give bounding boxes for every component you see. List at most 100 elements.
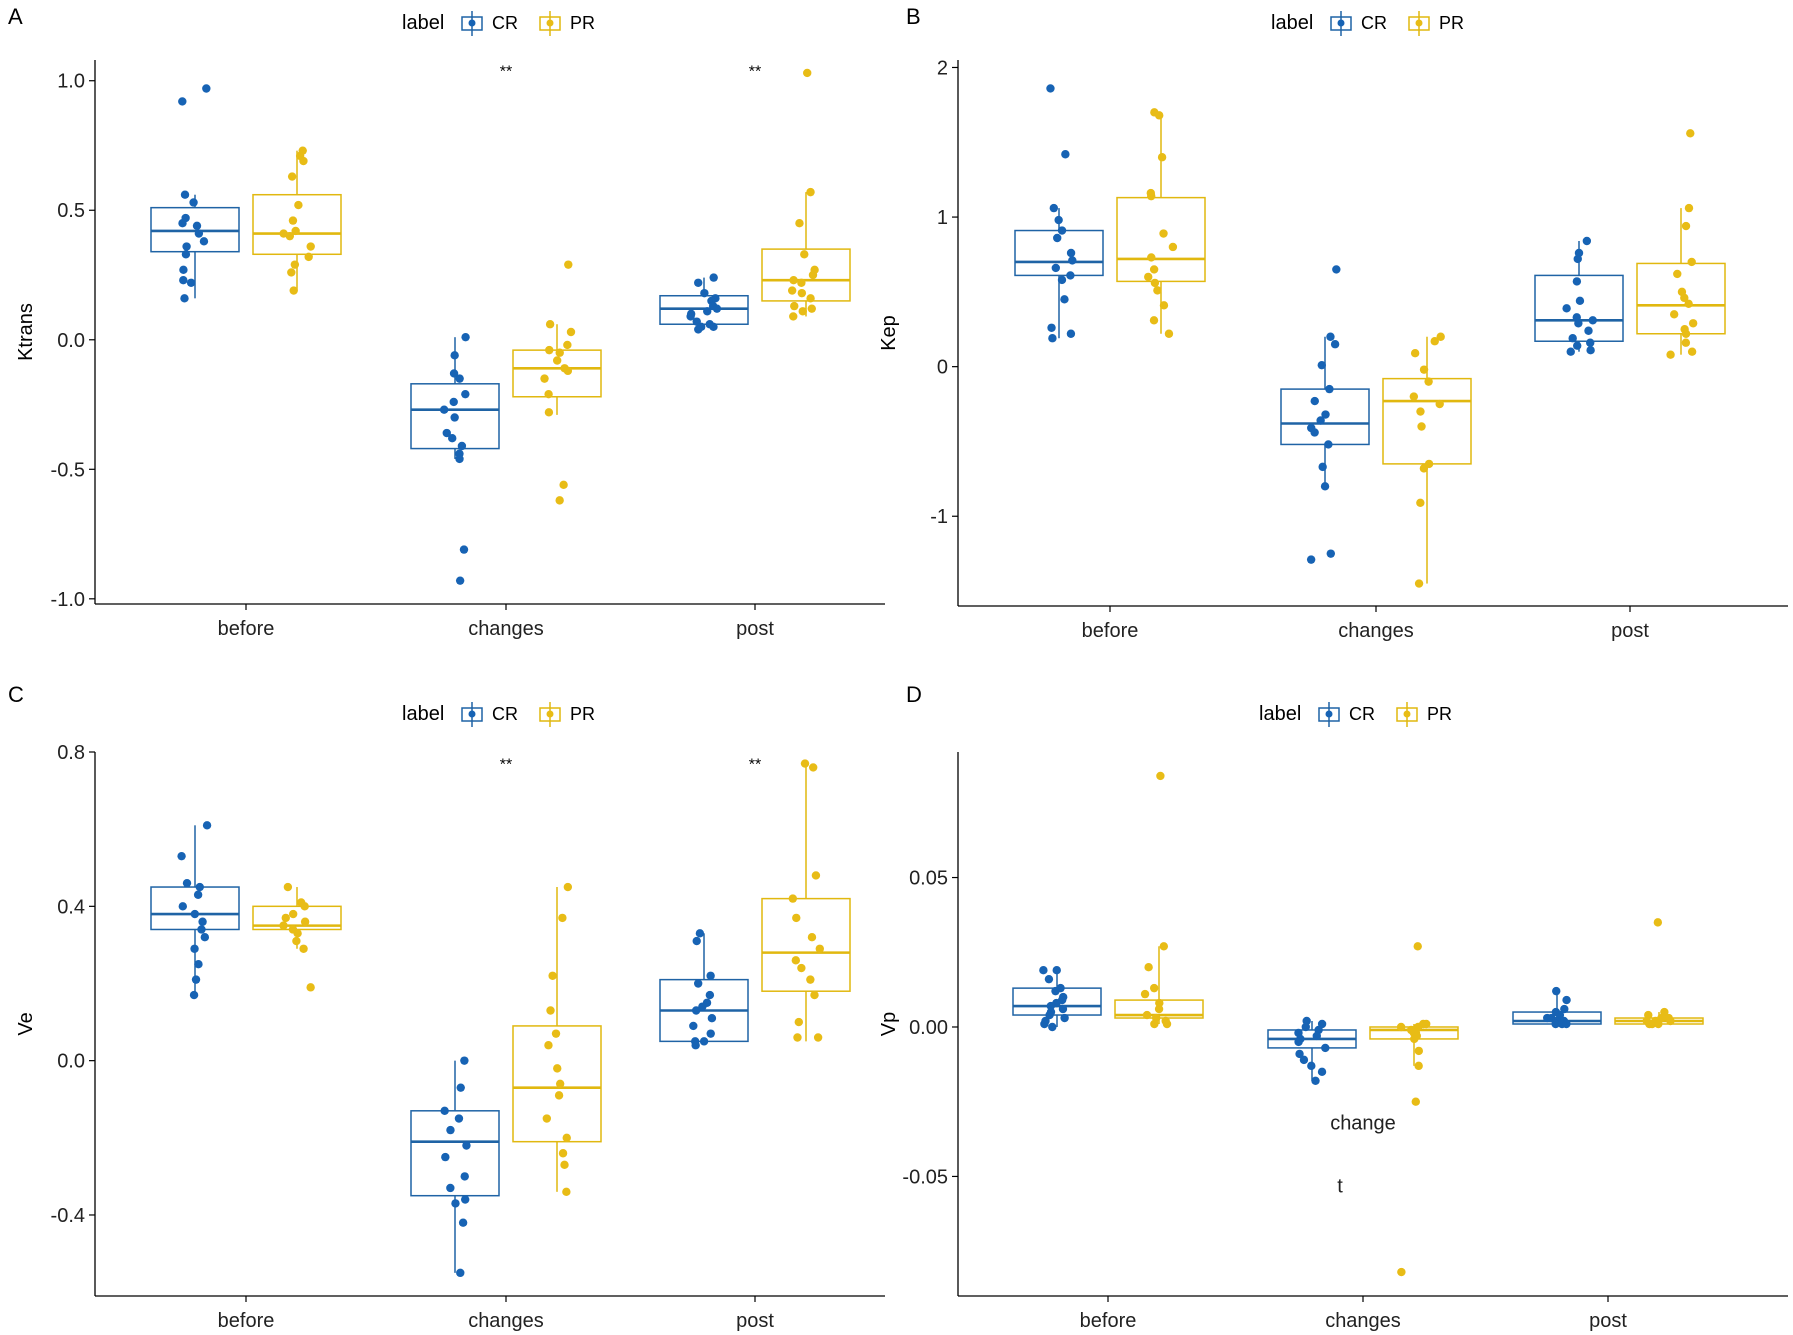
data-point — [1058, 1004, 1068, 1014]
data-point — [451, 1199, 460, 1208]
y-tick-label: 0.0 — [57, 1051, 85, 1073]
data-point — [1049, 203, 1059, 213]
data-point — [193, 890, 203, 899]
data-point — [441, 1152, 450, 1162]
data-point — [546, 1006, 555, 1015]
box-pr-changes — [512, 260, 602, 505]
data-point — [1680, 293, 1689, 303]
data-point — [1666, 350, 1675, 359]
data-point — [285, 231, 295, 241]
data-point — [1681, 329, 1691, 338]
data-point — [1673, 269, 1682, 279]
data-point — [1307, 1061, 1316, 1071]
data-point — [178, 97, 187, 106]
data-point — [1147, 253, 1156, 262]
significance-marker: ** — [749, 757, 761, 774]
data-point — [1168, 242, 1178, 252]
data-point — [446, 1183, 455, 1193]
y-tick-label: 0.00 — [909, 1017, 948, 1039]
y-tick-label: -0.5 — [51, 459, 85, 481]
data-point — [455, 576, 465, 585]
data-point — [789, 275, 798, 285]
panel-letter: B — [906, 4, 921, 29]
box-iqr — [410, 383, 500, 450]
data-point — [202, 84, 211, 93]
data-point — [1414, 1061, 1423, 1071]
legend-key-cr: CR — [461, 702, 518, 727]
data-point — [1153, 286, 1162, 295]
data-point — [554, 1091, 564, 1100]
box-cr-post — [1512, 986, 1602, 1029]
data-point — [1416, 498, 1425, 507]
data-point — [811, 871, 821, 880]
y-tick-label: 1 — [937, 207, 948, 229]
data-point — [1159, 229, 1168, 238]
data-point — [1321, 410, 1330, 419]
data-point — [1654, 1019, 1663, 1029]
box-iqr — [512, 1025, 602, 1143]
data-point — [460, 1056, 469, 1065]
data-point — [806, 975, 815, 984]
data-point — [552, 356, 562, 365]
box-cr-before — [150, 821, 240, 1000]
data-point — [564, 260, 573, 269]
data-point — [194, 959, 203, 969]
data-point — [1409, 392, 1419, 401]
data-point — [289, 286, 298, 295]
data-point — [800, 250, 809, 259]
data-point — [793, 1033, 802, 1042]
data-point — [1575, 296, 1585, 306]
data-point — [1410, 348, 1420, 358]
data-point — [294, 200, 303, 210]
data-point — [1066, 248, 1076, 258]
data-point — [558, 913, 567, 923]
data-point — [454, 1114, 464, 1123]
y-tick-label: 0.0 — [57, 330, 85, 352]
data-point — [450, 413, 459, 422]
legend-label-pr: PR — [570, 704, 595, 724]
data-point — [290, 260, 300, 269]
data-point — [705, 990, 715, 1000]
data-point — [703, 307, 712, 316]
data-point — [279, 921, 288, 930]
box-iqr — [252, 193, 342, 256]
data-point — [1684, 299, 1693, 309]
data-point — [1430, 337, 1439, 346]
data-point — [555, 1079, 565, 1089]
box-cr-post — [1534, 236, 1624, 356]
legend-key-pr: PR — [1408, 11, 1464, 36]
x-tick-label-post: post — [1589, 1310, 1627, 1332]
data-point — [1688, 319, 1698, 328]
legend-key-point — [546, 19, 554, 27]
data-point — [1057, 226, 1067, 235]
data-point — [199, 237, 209, 246]
data-point — [1416, 407, 1425, 416]
data-point — [1159, 942, 1169, 951]
data-point — [1573, 254, 1582, 264]
data-point — [1310, 428, 1319, 437]
y-tick-label: 0.5 — [57, 200, 85, 222]
data-point — [1054, 215, 1063, 225]
data-point — [807, 932, 817, 942]
data-point — [555, 496, 564, 505]
box-cr-post — [659, 929, 749, 1050]
data-point — [1142, 1010, 1152, 1020]
data-point — [1414, 579, 1424, 588]
data-point — [191, 975, 201, 984]
data-point — [1149, 983, 1159, 993]
data-point — [293, 929, 302, 938]
data-point — [299, 944, 308, 953]
data-point — [1325, 384, 1334, 394]
data-point — [1140, 989, 1150, 999]
data-point — [695, 929, 705, 938]
data-point — [1155, 998, 1164, 1008]
data-point — [1154, 1004, 1164, 1014]
data-point — [808, 763, 818, 772]
data-point — [304, 252, 313, 262]
data-point — [797, 278, 806, 287]
panel-letter: A — [8, 4, 23, 29]
data-point — [198, 917, 207, 926]
data-point — [440, 1106, 449, 1116]
legend-label-pr: PR — [570, 13, 595, 33]
